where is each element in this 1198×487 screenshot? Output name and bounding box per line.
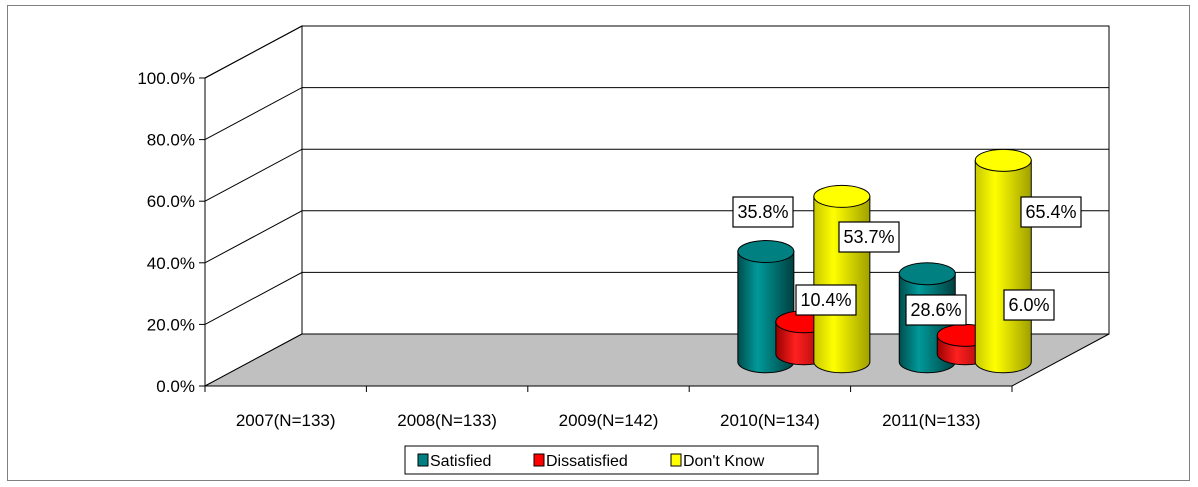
y-tick-label: 40.0% bbox=[147, 254, 195, 273]
chart-axes: 0.0% 20.0% 40.0% 60.0% 80.0% 100.0% 2007(N=133… bbox=[137, 69, 1013, 430]
y-tick-label: 80.0% bbox=[147, 131, 195, 150]
legend-swatch bbox=[533, 453, 545, 467]
cylinder-body bbox=[974, 159, 1032, 374]
data-label-box bbox=[838, 221, 900, 253]
data-label: 10.4% bbox=[800, 290, 851, 310]
data-label-box bbox=[795, 284, 857, 316]
gridline bbox=[204, 148, 1109, 202]
x-tick-label: 2007(N=133) bbox=[236, 411, 336, 430]
data-label: 28.6% bbox=[910, 300, 961, 320]
y-tick-label: 100.0% bbox=[137, 69, 195, 88]
chart-legend: Satisfied Dissatisfied Don't Know bbox=[404, 445, 819, 475]
chart-data-labels: 35.8% 10.4% 53.7% 28.6% 6.0% 65.4% bbox=[732, 196, 1082, 326]
y-tick-label: 20.0% bbox=[147, 315, 195, 334]
legend-swatch bbox=[670, 453, 682, 467]
legend-box bbox=[404, 445, 819, 475]
data-label-box bbox=[732, 196, 794, 228]
bar-don-t-know bbox=[974, 148, 1032, 374]
cylinder-top bbox=[898, 262, 956, 286]
bar-don-t-know bbox=[813, 184, 871, 374]
data-label: 35.8% bbox=[737, 202, 788, 222]
y-tick-label: 0.0% bbox=[156, 377, 195, 396]
data-label-box bbox=[1020, 196, 1082, 228]
data-label: 53.7% bbox=[843, 227, 894, 247]
legend-label: Dissatisfied bbox=[546, 453, 628, 470]
back-wall bbox=[301, 25, 1110, 335]
data-label: 6.0% bbox=[1008, 295, 1049, 315]
x-tick-label: 2008(N=133) bbox=[397, 411, 497, 430]
legend-label: Satisfied bbox=[430, 453, 491, 470]
chart-walls bbox=[204, 25, 1110, 387]
legend-label: Don't Know bbox=[683, 453, 765, 470]
legend-swatch bbox=[417, 453, 429, 467]
data-label-box bbox=[905, 294, 967, 326]
gridline bbox=[204, 87, 1109, 141]
y-tick-label: 60.0% bbox=[147, 192, 195, 211]
side-wall bbox=[204, 25, 303, 387]
cylinder-top bbox=[974, 148, 1032, 172]
x-tick-label: 2011(N=133) bbox=[882, 411, 980, 430]
data-label: 65.4% bbox=[1025, 202, 1076, 222]
cylinder-top bbox=[813, 184, 871, 208]
cylinder-top bbox=[737, 240, 795, 264]
data-label-box bbox=[1003, 289, 1055, 321]
gridline bbox=[204, 25, 1109, 79]
x-tick-label: 2009(N=142) bbox=[559, 411, 659, 430]
x-tick-label: 2010(N=134) bbox=[720, 411, 820, 430]
